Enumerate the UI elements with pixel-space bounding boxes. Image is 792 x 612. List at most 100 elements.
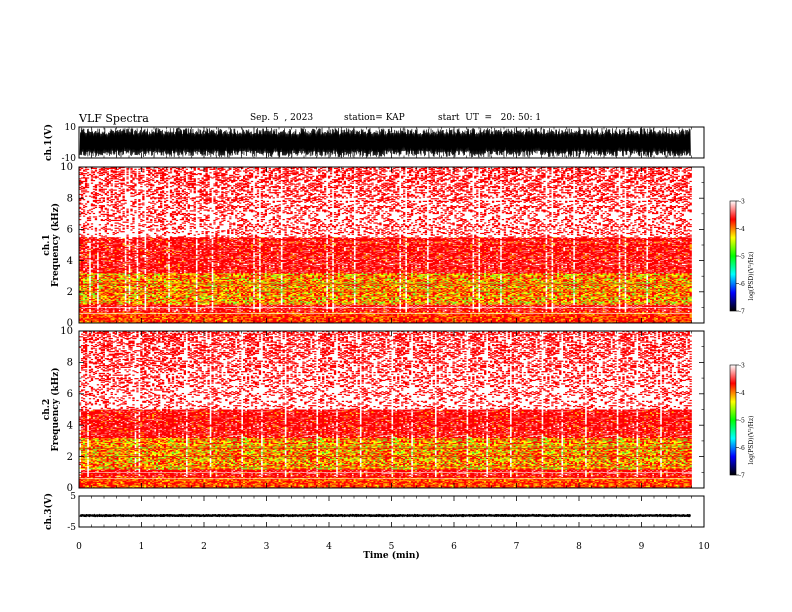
- spectrogram-cell: [101, 197, 103, 198]
- spectrogram-cell: [111, 249, 113, 250]
- spectrogram-cell: [109, 205, 111, 206]
- spectrogram-cell: [81, 253, 83, 254]
- spectrogram-cell: [113, 216, 115, 217]
- spectrogram-cell: [81, 174, 83, 175]
- spectrogram-cell: [93, 309, 95, 310]
- spectrogram-cell: [117, 181, 119, 182]
- spectrogram-cell: [115, 272, 117, 273]
- spectrogram-cell: [89, 196, 91, 197]
- spectrogram-cell: [91, 211, 93, 212]
- spectrogram-cell: [89, 227, 91, 228]
- spectrogram-cell: [105, 311, 107, 312]
- spectrogram-cell: [107, 229, 109, 230]
- spectrogram-cell: [101, 209, 103, 210]
- spectrogram-cell: [117, 171, 119, 172]
- spectrogram-cell: [85, 306, 87, 307]
- spectrogram-cell: [87, 249, 89, 250]
- spectrogram-cell: [85, 311, 87, 312]
- spectrogram-cell: [91, 226, 93, 227]
- spectrogram-cell: [97, 200, 99, 201]
- spectrogram-cell: [109, 219, 111, 220]
- spectrogram-cell: [97, 282, 99, 283]
- spectrogram-cell: [103, 198, 105, 199]
- spectrogram-cell: [111, 189, 113, 190]
- spectrogram-cell: [105, 306, 107, 307]
- spectrogram-cell: [101, 191, 103, 192]
- spectrogram-cell: [95, 187, 97, 188]
- spectrogram-cell: [115, 172, 117, 173]
- spectrogram-cell: [107, 233, 109, 234]
- spectrogram-cell: [117, 303, 119, 304]
- spectrogram-cell: [109, 306, 111, 307]
- spectrogram-cell: [93, 246, 95, 247]
- spectrogram-cell: [81, 308, 83, 309]
- spectrogram-cell: [97, 280, 99, 281]
- spectrogram-cell: [105, 231, 107, 232]
- spectrogram-cell: [87, 242, 89, 243]
- spectrogram-cell: [103, 264, 105, 265]
- spectrogram-cell: [107, 174, 109, 175]
- spectrogram-cell: [91, 170, 93, 171]
- spectrogram-cell: [93, 208, 95, 209]
- spectrogram-cell: [115, 193, 117, 194]
- spectrogram-cell: [107, 256, 109, 257]
- spectrogram-cell: [93, 240, 95, 241]
- spectrogram-cell: [103, 240, 105, 241]
- spectrogram-cell: [85, 222, 87, 223]
- spectrogram-cell: [111, 180, 113, 181]
- spectrogram-cell: [83, 263, 85, 264]
- spectrogram-cell: [111, 204, 113, 205]
- spectrogram-cell: [109, 260, 111, 261]
- spectrogram-cell: [85, 196, 87, 197]
- spectrogram-cell: [91, 259, 93, 260]
- spectrogram-cell: [83, 205, 85, 206]
- spectrogram-cell: [103, 309, 105, 310]
- spectrogram-cell: [83, 267, 85, 268]
- spectrogram-cell: [103, 214, 105, 215]
- spectrogram-cell: [103, 250, 105, 251]
- spectrogram-cell: [111, 257, 113, 258]
- spectrogram-cell: [85, 190, 87, 191]
- spectrogram-cell: [93, 168, 95, 169]
- spectrogram-cell: [113, 239, 115, 240]
- spectrogram-cell: [105, 189, 107, 190]
- spectrogram-cell: [109, 272, 111, 273]
- spectrogram-cell: [85, 206, 87, 207]
- spectrogram-cell: [113, 178, 115, 179]
- spectrogram-cell: [105, 219, 107, 220]
- spectrogram-cell: [89, 303, 91, 304]
- spectrogram-cell: [87, 177, 89, 178]
- spectrogram-cell: [111, 202, 113, 203]
- spectrogram-cell: [87, 183, 89, 184]
- spectrogram-cell: [99, 194, 101, 195]
- spectrogram-cell: [111, 194, 113, 195]
- spectrogram-cell: [83, 216, 85, 217]
- spectrogram-cell: [87, 247, 89, 248]
- spectrogram-cell: [109, 178, 111, 179]
- spectrogram-cell: [101, 183, 103, 184]
- spectrogram-cell: [115, 303, 117, 304]
- spectrogram-cell: [87, 272, 89, 273]
- spectrogram-cell: [95, 303, 97, 304]
- spectrogram-cell: [117, 174, 119, 175]
- spectrogram-cell: [101, 256, 103, 257]
- spectrogram-cell: [115, 213, 117, 214]
- spectrogram-cell: [109, 311, 111, 312]
- spectrogram-cell: [89, 239, 91, 240]
- spectrogram-cell: [103, 262, 105, 263]
- spectrogram-cell: [107, 209, 109, 210]
- spectrogram-cell: [83, 241, 85, 242]
- spectrogram-cell: [103, 236, 105, 237]
- spectrogram-cell: [87, 261, 89, 262]
- spectrogram-cell: [103, 272, 105, 273]
- spectrogram-cell: [113, 177, 115, 178]
- spectrogram-cell: [117, 232, 119, 233]
- spectrogram-cell: [109, 303, 111, 304]
- spectrogram-cell: [99, 173, 101, 174]
- spectrogram-cell: [101, 254, 103, 255]
- spectrogram-cell: [97, 269, 99, 270]
- spectrogram-cell: [91, 196, 93, 197]
- spectrogram-cell: [111, 243, 113, 244]
- spectrogram-cell: [117, 196, 119, 197]
- spectrogram-cell: [89, 275, 91, 276]
